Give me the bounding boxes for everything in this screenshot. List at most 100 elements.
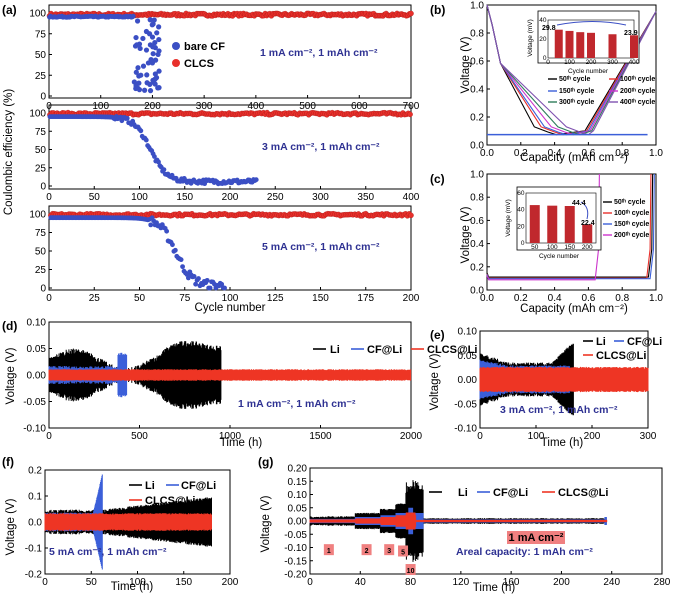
y-tick-label: 0.05 [288,503,308,514]
panel-b-legend-150: 150ᵗʰ cycle [559,88,594,95]
bare-point [124,115,130,121]
x-tick-label: 300 [312,192,329,203]
inset-frame [525,192,597,244]
bare-point [172,247,178,253]
x-tick-label: 150 [176,192,193,203]
bare-point [148,222,154,228]
x-tick-label: 0.2 [514,293,528,304]
legend-clcs-label: CLCS [184,58,214,70]
inset-x-tick: 400 [629,59,640,66]
axes-frame [486,173,657,291]
x-tick-label: 300 [640,431,657,442]
panel-a2-series [47,109,413,187]
panel-b: (b) Voltage (V) Capacity (mAh cm⁻²) 0.0 0… [430,1,663,165]
bare-point [140,35,146,42]
bare-point [133,69,139,75]
y-tick-label: 0.4 [470,85,484,96]
x-tick-label: 1.0 [649,148,663,159]
y-tick-label: 0.6 [470,216,484,227]
panel-b-inset-xlabel: Cycle number [568,68,609,75]
step-label: 1 [327,548,331,555]
x-tick-label: 150 [175,577,192,588]
x-tick-label: 0 [46,192,52,203]
panel-c: (c) Voltage (V) Capacity (mAh cm⁻²) 0.0 0… [430,170,663,316]
panel-b-xlabel: Capacity (mAh cm⁻²) [520,152,628,164]
legend-clcs-marker [172,59,180,67]
x-tick-label: 125 [267,293,284,304]
panel-b-legend-50: 50ᵗʰ cycle [559,76,590,83]
panel-d-legend: Li CF@Li CLCS@Li [313,344,477,356]
y-tick-label: -0.10 [23,424,46,435]
panel-g-ylabel: Voltage (V) [260,495,272,552]
panel-a: (a) Coulombic efficiency (%) Cycle numbe… [2,3,420,314]
bare-point [156,36,162,43]
panel-a-ylabel: Coulombic efficiency (%) [3,89,15,216]
y-tick-label: 75 [35,29,47,40]
panel-a3-ticks: 0 25 50 75 100 125 150 175 200 0 25 50 75 100 [29,210,419,305]
y-tick-label: -0.1 [25,544,43,555]
y-tick-label: -0.05 [284,530,307,541]
inset-x-tick: 0 [546,59,550,66]
bare-point [204,277,210,283]
panel-e-legend-clcs: CLCS@Li [596,350,646,362]
panel-c-ylabel: Voltage (V) [460,206,472,263]
x-tick-label: 160 [503,577,520,588]
x-tick-label: 0 [42,577,48,588]
bare-point [149,34,156,40]
panel-e-xlabel: Time (h) [541,437,584,449]
bare-point [207,285,213,291]
bare-point [133,34,139,41]
bare-point [253,177,259,183]
x-tick-label: 500 [131,431,148,442]
bare-point [135,65,141,71]
bare-point [131,79,137,85]
legend-bare-label: bare CF [184,41,225,53]
x-tick-label: 350 [357,192,374,203]
bare-point [142,87,148,93]
y-tick-label: 0.10 [288,490,308,501]
y-tick-label: 0.10 [458,327,478,338]
y-tick-label: 0.1 [28,492,42,503]
clcs-trace [48,369,412,381]
x-tick-label: 100 [131,192,148,203]
panel-g-legend: Li CF@Li CLCS@Li [429,487,608,499]
x-tick-label: 50 [89,192,101,203]
inset-x-tick: 100 [564,59,575,66]
bare-point [147,88,154,94]
inset-x-tick: 300 [607,59,618,66]
panel-g-tag: 1 mA cm⁻² [509,532,564,544]
y-tick-label: 100 [29,9,46,20]
x-tick-label: 40 [355,577,367,588]
x-tick-label: 0 [46,293,52,304]
panel-a1-condition: 1 mA cm⁻², 1 mAh cm⁻² [260,47,378,59]
x-tick-label: 100 [528,431,545,442]
panel-d-legend-clcs: CLCS@Li [427,344,477,356]
panel-g-label: (g) [258,455,273,469]
panel-b-legend-200: 200ᵗʰ cycle [620,88,655,95]
panel-e-condition: 3 mA cm⁻², 1 mAh cm⁻² [500,404,618,416]
axes-frame [486,4,657,146]
step-box [323,544,334,556]
panel-b-inset-first-label: 29.8 [542,25,556,32]
y-tick-label: 0.20 [288,464,308,475]
panel-b-ylabel: Voltage (V) [460,36,472,93]
x-tick-label: 200 [403,293,420,304]
panel-g-legend-clcs: CLCS@Li [558,487,608,499]
bare-point [161,167,167,172]
panel-f-label: (f) [2,455,14,469]
x-tick-label: 0 [477,431,483,442]
inset-trend-arrow [580,201,589,220]
panel-b-curves [486,4,657,136]
panel-d-ylabel: Voltage (V) [5,347,17,404]
y-tick-label: 0.8 [470,29,484,40]
y-tick-label: 50 [35,247,47,258]
bare-point [143,28,150,35]
y-tick-label: 0.0 [28,518,42,529]
x-tick-label: 0.4 [548,293,562,304]
x-tick-label: 150 [312,293,329,304]
x-tick-label: 200 [222,192,239,203]
x-tick-label: 50 [86,577,98,588]
panel-c-xlabel: Capacity (mAh cm⁻²) [520,303,628,315]
x-tick-label: 100 [129,577,146,588]
y-tick-label: 0.00 [288,517,308,528]
